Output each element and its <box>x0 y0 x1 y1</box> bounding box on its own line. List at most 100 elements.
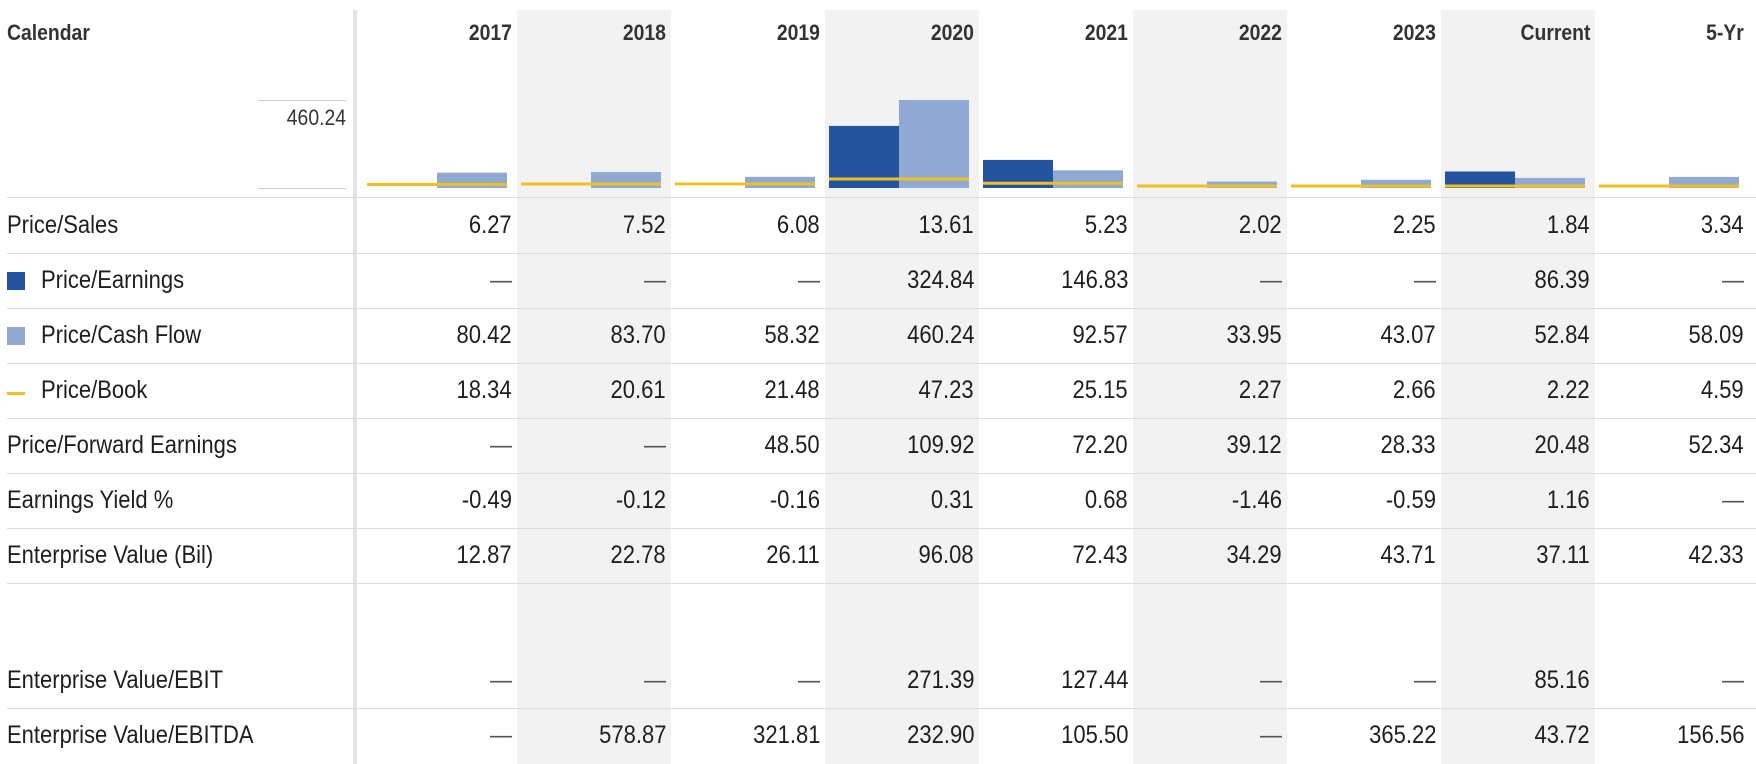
row-label-enterprise-value-ebit: Enterprise Value/EBIT <box>7 666 224 694</box>
cell-2017: — <box>490 666 512 694</box>
cell-2019: 48.50 <box>764 431 820 459</box>
cell-2017: 12.87 <box>456 541 512 569</box>
column-header-2021: 2021 <box>1084 20 1128 45</box>
cell-2017: — <box>490 266 512 294</box>
cell-2022: 33.95 <box>1226 321 1282 349</box>
cell-2018: -0.12 <box>615 486 666 514</box>
cell-2017: 18.34 <box>456 376 512 404</box>
row-divider <box>7 253 1756 254</box>
cell-5yr: — <box>1722 666 1744 694</box>
cell-5yr: 4.59 <box>1701 376 1744 404</box>
cell-2018: 22.78 <box>610 541 666 569</box>
cell-2017: 80.42 <box>456 321 512 349</box>
price-earnings-legend-swatch <box>7 272 25 290</box>
calendar-header: Calendar <box>7 20 90 45</box>
cell-2019: — <box>798 266 820 294</box>
cell-2018: — <box>644 666 666 694</box>
cell-2021: 146.83 <box>1060 266 1128 294</box>
cell-2023: 28.33 <box>1380 431 1436 459</box>
cell-2022: 34.29 <box>1226 541 1282 569</box>
row-divider <box>7 708 1756 709</box>
column-header-2018: 2018 <box>622 20 666 45</box>
cell-2021: 0.68 <box>1085 486 1128 514</box>
cell-2020: 0.31 <box>931 486 974 514</box>
cell-2018: — <box>644 266 666 294</box>
cell-2023: -0.59 <box>1385 486 1436 514</box>
column-header-current: Current <box>1520 20 1590 45</box>
cell-2023: — <box>1414 666 1436 694</box>
cell-current: 1.84 <box>1547 211 1590 239</box>
cell-2017: — <box>490 431 512 459</box>
cell-2023: — <box>1414 266 1436 294</box>
cell-2021: 72.20 <box>1072 431 1128 459</box>
price-cash-flow-bar-2021 <box>1053 170 1123 188</box>
cell-2020: 13.61 <box>918 211 974 239</box>
cell-2017: -0.49 <box>461 486 512 514</box>
price-cash-flow-bar-current <box>1515 177 1585 188</box>
cell-2023: 365.22 <box>1368 721 1436 749</box>
price-cash-flow-bar-2020 <box>899 100 969 188</box>
row-divider <box>7 363 1756 364</box>
row-divider <box>7 308 1756 309</box>
row-label-price-cash-flow: Price/Cash Flow <box>41 321 202 349</box>
cell-5yr: 3.34 <box>1701 211 1744 239</box>
row-label-enterprise-value-bil: Enterprise Value (Bil) <box>7 541 214 569</box>
cell-2021: 25.15 <box>1072 376 1128 404</box>
cell-current: 86.39 <box>1534 266 1590 294</box>
cell-2020: 96.08 <box>918 541 974 569</box>
cell-2019: 6.08 <box>777 211 820 239</box>
row-label-price-forward-earnings: Price/Forward Earnings <box>7 431 237 459</box>
label-column-divider <box>353 10 357 764</box>
cell-2023: 43.07 <box>1380 321 1436 349</box>
cell-2020: 47.23 <box>918 376 974 404</box>
column-header-2022: 2022 <box>1238 20 1282 45</box>
cell-2021: 92.57 <box>1072 321 1128 349</box>
cell-2022: -1.46 <box>1231 486 1282 514</box>
cell-2022: 2.02 <box>1239 211 1282 239</box>
cell-2022: — <box>1260 721 1282 749</box>
price-cash-flow-bar-2018 <box>591 171 661 188</box>
cell-2022: — <box>1260 666 1282 694</box>
cell-current: 52.84 <box>1534 321 1590 349</box>
column-header-2019: 2019 <box>776 20 820 45</box>
cell-2019: 58.32 <box>764 321 820 349</box>
row-label-enterprise-value-ebitda: Enterprise Value/EBITDA <box>7 721 254 749</box>
cell-2018: 20.61 <box>610 376 666 404</box>
cell-2022: 2.27 <box>1239 376 1282 404</box>
column-header-2023: 2023 <box>1392 20 1436 45</box>
cell-current: 43.72 <box>1534 721 1590 749</box>
price-earnings-bar-current <box>1445 171 1515 188</box>
cell-current: 37.11 <box>1536 541 1590 569</box>
chart-scale-max-label: 460.24 <box>286 105 346 130</box>
row-divider <box>7 473 1756 474</box>
valuation-bar-chart <box>367 100 1739 188</box>
price-cash-flow-bar-2023 <box>1361 179 1431 188</box>
cell-5yr: — <box>1722 266 1744 294</box>
cell-5yr: 156.56 <box>1676 721 1744 749</box>
row-label-price-book: Price/Book <box>41 376 148 404</box>
cell-2020: 109.92 <box>906 431 974 459</box>
cell-2018: 83.70 <box>610 321 666 349</box>
cell-2019: 21.48 <box>764 376 820 404</box>
cell-2023: 43.71 <box>1380 541 1436 569</box>
shaded-column-2018 <box>517 10 671 764</box>
price-cash-flow-legend-swatch <box>7 327 25 345</box>
column-header-2020: 2020 <box>930 20 974 45</box>
cell-2021: 5.23 <box>1085 211 1128 239</box>
scale-baseline <box>258 188 346 189</box>
cell-2019: 26.11 <box>766 541 820 569</box>
cell-current: 85.16 <box>1534 666 1590 694</box>
column-header-5yr: 5-Yr <box>1706 20 1744 45</box>
cell-2020: 271.39 <box>906 666 974 694</box>
cell-current: 1.16 <box>1547 486 1590 514</box>
shaded-column-current <box>1441 10 1595 764</box>
row-divider <box>7 197 1756 198</box>
cell-current: 2.22 <box>1547 376 1590 404</box>
cell-2019: — <box>798 666 820 694</box>
column-header-2017: 2017 <box>468 20 512 45</box>
scale-top-line <box>258 100 346 101</box>
cell-2021: 127.44 <box>1060 666 1128 694</box>
cell-5yr: 42.33 <box>1688 541 1744 569</box>
cell-2019: 321.81 <box>752 721 820 749</box>
